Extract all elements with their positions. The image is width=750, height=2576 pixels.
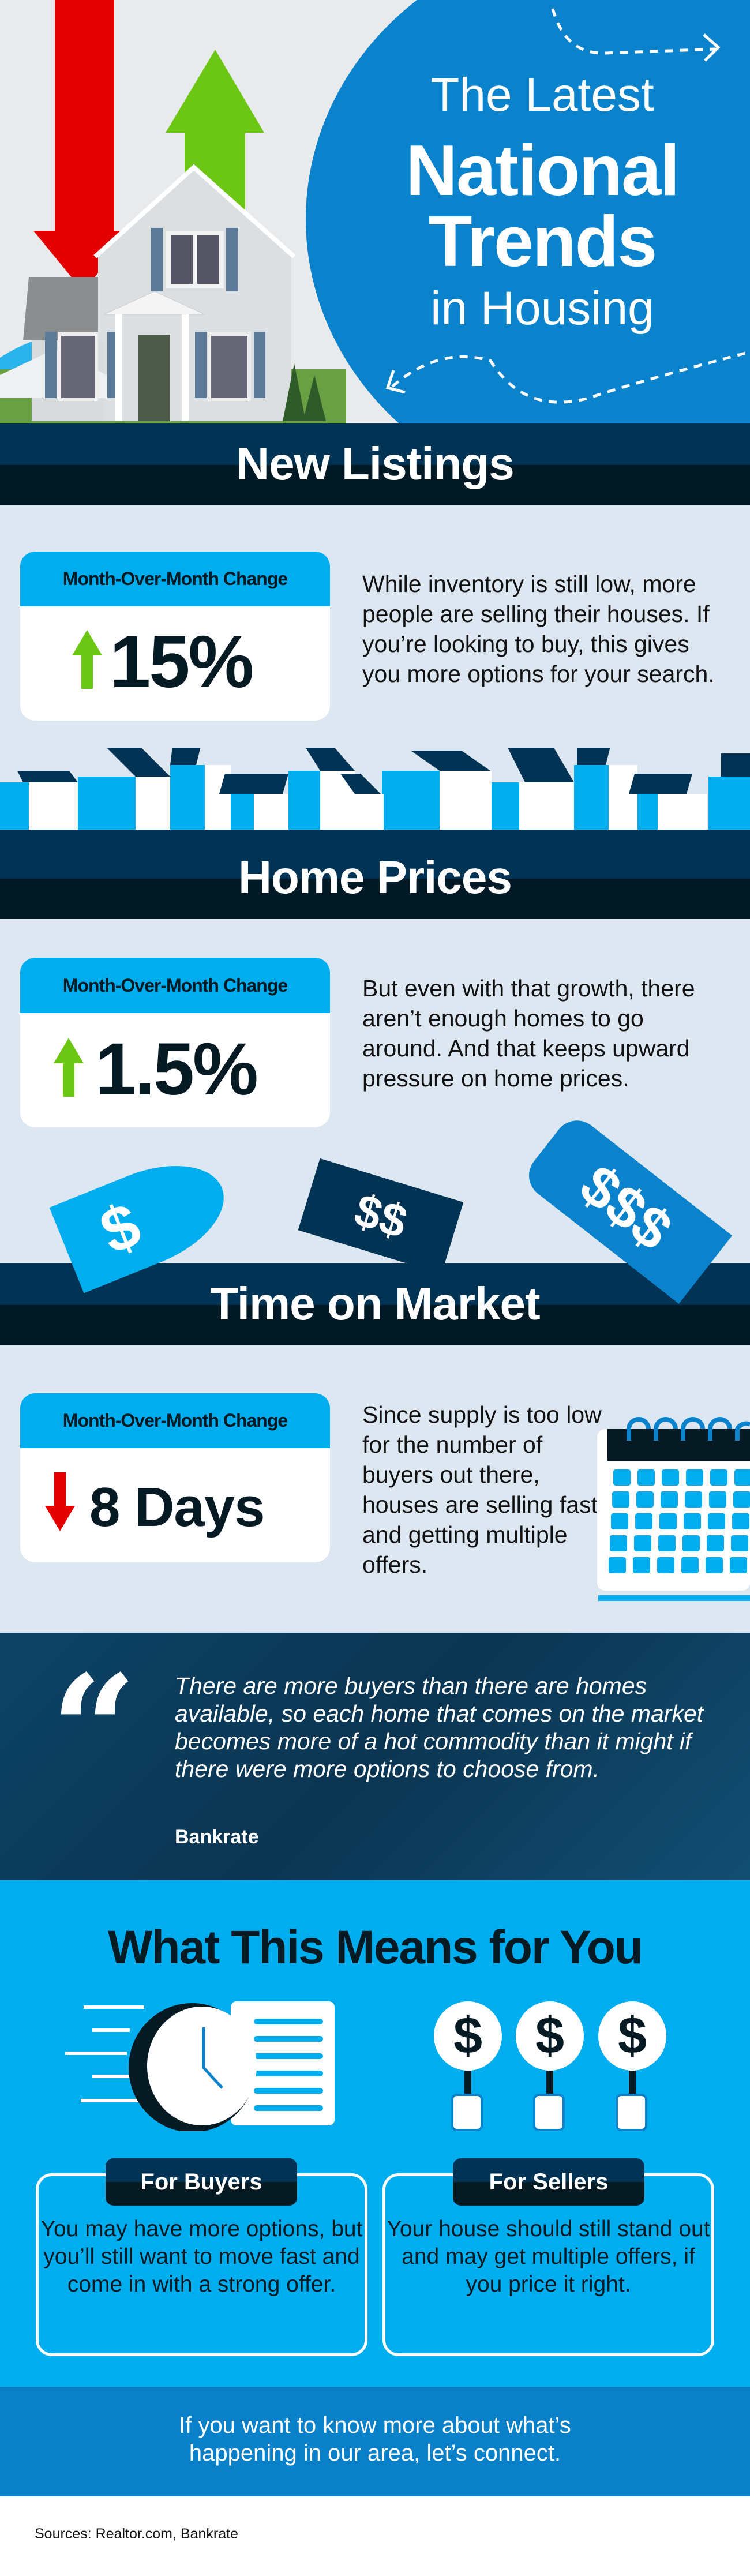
calendar-day-cell	[732, 1513, 749, 1529]
calendar-day-cell	[638, 1469, 655, 1486]
calendar-day-cell	[658, 1535, 676, 1551]
dashed-arrows-decoration	[385, 8, 750, 404]
clock-schedule-icon	[65, 2001, 335, 2131]
hero-title-line-3: Trends	[428, 202, 658, 282]
section-header-home-prices: Home Prices	[0, 837, 750, 919]
calendar-day-cell	[710, 1469, 727, 1486]
section-title: New Listings	[236, 438, 514, 489]
up-arrow-icon	[72, 630, 102, 689]
down-arrow-icon	[45, 1472, 75, 1531]
calendar-day-cell	[636, 1491, 654, 1508]
dollar-sign-icon: $	[516, 2001, 584, 2071]
up-arrow-icon	[54, 1038, 84, 1097]
time-on-market-section: Month-Over-Month Change 8 Days Since sup…	[0, 1345, 750, 1633]
calendar-day-cell	[612, 1491, 629, 1508]
calendar-day-cell	[657, 1557, 674, 1573]
quote-source: Bankrate	[175, 1826, 259, 1848]
section-header-new-listings: New Listings	[0, 423, 750, 505]
calendar-day-cell	[733, 1491, 750, 1508]
calendar-day-cell	[709, 1491, 726, 1508]
stat-card-label: Month-Over-Month Change	[20, 958, 330, 1013]
red-down-arrow-icon	[33, 0, 133, 291]
calendar-day-cell	[706, 1557, 723, 1573]
sellers-label: For Sellers	[453, 2158, 644, 2206]
calendar-day-cell	[659, 1513, 677, 1529]
calendar-icon	[597, 1417, 750, 1601]
calendar-day-cell	[730, 1557, 747, 1573]
calendar-day-cell	[662, 1469, 679, 1486]
calendar-day-cell	[682, 1535, 700, 1551]
calendar-day-cell	[681, 1557, 699, 1573]
home-prices-section: Month-Over-Month Change 1.5% But even wi…	[0, 919, 750, 1304]
calendar-day-cell	[731, 1535, 748, 1551]
new-listings-section: Month-Over-Month Change 15% While invent…	[0, 505, 750, 837]
dollar-sign-icon: $	[434, 2001, 502, 2071]
section-text: Since supply is too low for the number o…	[362, 1401, 602, 1578]
price-tag-2: $$	[298, 1158, 464, 1274]
cta-banner: If you want to know more about what’s ha…	[0, 2387, 750, 2496]
hero-title-line-2: National	[406, 131, 680, 211]
calendar-day-cell	[635, 1513, 652, 1529]
quote-section: “ There are more buyers than there are h…	[0, 1633, 750, 1881]
stat-value: 15%	[110, 621, 254, 703]
calendar-day-cell	[685, 1491, 702, 1508]
hero-title-line-1: The Latest	[430, 69, 654, 121]
hand-icon	[533, 2094, 565, 2131]
stat-card-label: Month-Over-Month Change	[20, 1393, 330, 1448]
stat-value: 1.5%	[95, 1028, 258, 1111]
sellers-box: Your house should still stand out and ma…	[382, 2173, 714, 2356]
calendar-day-cell	[734, 1469, 750, 1486]
stat-card: Month-Over-Month Change 8 Days	[20, 1393, 330, 1562]
stat-value: 8 Days	[89, 1476, 265, 1538]
dollar-sign-icon: $	[598, 2001, 666, 2071]
sources-footnote: Sources: Realtor.com, Bankrate	[35, 2526, 238, 2542]
quote-text: There are more buyers than there are hom…	[175, 1673, 704, 1782]
hand-icon	[616, 2094, 647, 2131]
stat-card: Month-Over-Month Change 1.5%	[20, 958, 330, 1127]
hand-icon	[451, 2094, 483, 2131]
section-text: But even with that growth, there aren’t …	[362, 975, 695, 1092]
hero-title-circle	[306, 0, 750, 423]
buyers-label: For Buyers	[106, 2158, 297, 2206]
hero: The Latest National Trends in Housing	[0, 0, 750, 423]
calendar-day-cell	[634, 1535, 651, 1551]
calendar-day-cell	[661, 1491, 678, 1508]
houses-row-illustration	[0, 748, 750, 837]
hero-title-line-4: in Housing	[430, 282, 654, 335]
buyers-text: You may have more options, but you’ll st…	[40, 2217, 363, 2297]
section-text: While inventory is still low, more peopl…	[362, 571, 715, 687]
stat-card-label: Month-Over-Month Change	[20, 552, 330, 606]
house-photo-illustration	[0, 0, 346, 423]
calendar-day-cell	[633, 1557, 650, 1573]
what-this-means-section: What This Means for You $ $ $ You may ha…	[0, 1880, 750, 2387]
cta-text: If you want to know more about what’s ha…	[179, 2413, 571, 2466]
section-title: Time on Market	[210, 1278, 540, 1329]
stat-card: Month-Over-Month Change 15%	[20, 552, 330, 721]
calendar-day-cell	[610, 1535, 627, 1551]
sellers-text: Your house should still stand out and ma…	[387, 2217, 710, 2297]
calendar-day-cell	[613, 1469, 631, 1486]
calendar-day-cell	[684, 1513, 701, 1529]
dollar-signs-group: $ $ $	[434, 2001, 676, 2134]
calendar-day-cell	[708, 1513, 725, 1529]
section-title: Home Prices	[238, 852, 512, 903]
calendar-day-cell	[611, 1513, 628, 1529]
calendar-day-cell	[609, 1557, 626, 1573]
quote-mark-icon: “	[51, 1643, 137, 1818]
section-title: What This Means for You	[108, 1921, 643, 1974]
calendar-day-cell	[707, 1535, 724, 1551]
calendar-day-cell	[686, 1469, 703, 1486]
